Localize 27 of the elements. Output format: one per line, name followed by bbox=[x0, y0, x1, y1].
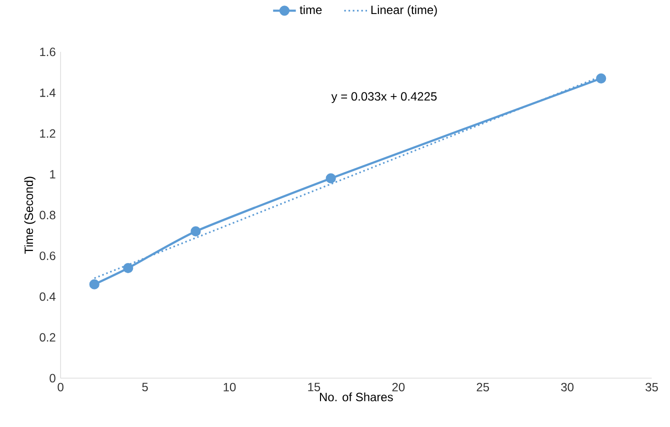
x-tick-label: 35 bbox=[646, 382, 658, 392]
y-tick-label: 1.2 bbox=[40, 129, 56, 138]
point bbox=[326, 173, 336, 184]
x-tick-label: 20 bbox=[392, 382, 405, 392]
point bbox=[596, 73, 606, 84]
legend-label: time bbox=[300, 5, 322, 14]
y-tick-label: 0.6 bbox=[40, 251, 56, 260]
y-axis-title: Time (Second) bbox=[24, 176, 36, 254]
y-tick-label: 0.4 bbox=[40, 292, 56, 301]
annotation: y = 0.033x + 0.4225 bbox=[331, 92, 437, 103]
x-axis-title: No. of Shares bbox=[320, 392, 393, 402]
point bbox=[123, 262, 134, 273]
x-tick-label: 30 bbox=[561, 382, 574, 392]
x-tick-label: 5 bbox=[142, 382, 148, 392]
y-tick-label: 1 bbox=[50, 170, 56, 178]
y-tick-label: 0.8 bbox=[40, 210, 56, 220]
x-tick-label: 10 bbox=[224, 382, 236, 392]
point bbox=[89, 279, 100, 290]
x-tick-label: 15 bbox=[308, 382, 320, 392]
y-tick-label: 0 bbox=[50, 374, 56, 382]
point bbox=[190, 226, 201, 236]
x-tick-label: 25 bbox=[476, 382, 490, 392]
y-tick-label: 1.4 bbox=[40, 88, 56, 97]
y-tick-label: 1.6 bbox=[40, 48, 56, 56]
y-tick-label: 0.2 bbox=[40, 332, 56, 342]
x-tick-label: 0 bbox=[58, 382, 64, 392]
legend-label: Linear (time) bbox=[371, 5, 437, 16]
